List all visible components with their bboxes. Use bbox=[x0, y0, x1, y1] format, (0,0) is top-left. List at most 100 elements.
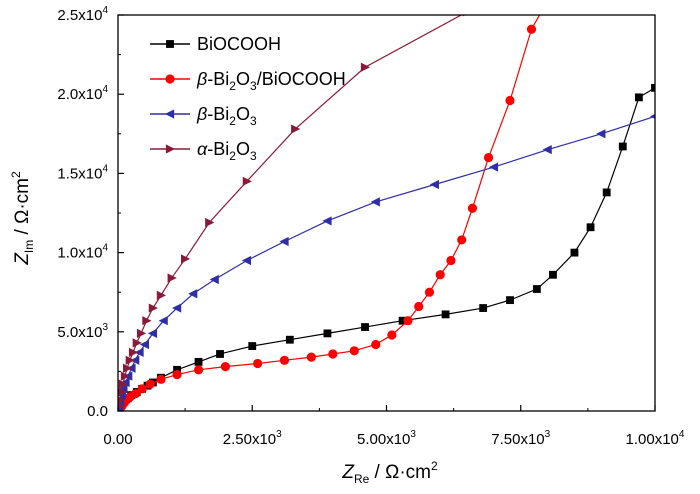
data-point-1-21 bbox=[424, 287, 435, 297]
data-point-3-2 bbox=[118, 387, 127, 397]
data-point-2-15 bbox=[241, 255, 252, 266]
legend-label-1: β-Bi2O3/BiOCOOH bbox=[196, 69, 346, 93]
axis-ticks: 0.00 2.50x103 5.00x103 7.50x103 1.00x104 0.0 5… bbox=[57, 5, 685, 448]
data-point-1-28 bbox=[526, 24, 537, 34]
plot-content bbox=[118, 15, 655, 411]
data-point-3-1 bbox=[118, 396, 126, 404]
legend-entry-3: α-Bi2O3 bbox=[150, 139, 257, 163]
data-point-2-23 bbox=[649, 113, 655, 119]
data-point-1-11 bbox=[220, 362, 230, 372]
data-point-3-17 bbox=[291, 124, 301, 134]
data-point-0-24 bbox=[570, 248, 579, 257]
data-point-1-9 bbox=[172, 369, 182, 380]
data-point-3-4 bbox=[120, 371, 131, 381]
data-point-3-0 bbox=[118, 403, 125, 410]
legend-label-2: β-Bi2O3 bbox=[196, 104, 257, 128]
data-point-1-7 bbox=[145, 379, 155, 389]
series-0 bbox=[118, 83, 655, 411]
legend-marker-1 bbox=[165, 74, 175, 84]
data-point-0-28 bbox=[634, 93, 643, 102]
data-point-3-8 bbox=[132, 338, 142, 348]
data-point-0-21 bbox=[506, 296, 514, 305]
data-point-1-22 bbox=[435, 270, 445, 280]
data-point-0-26 bbox=[602, 188, 611, 197]
x-tick-label-0: 0.00 bbox=[103, 431, 132, 448]
legend-entry-0: BiOCOOH bbox=[150, 34, 281, 54]
data-point-0-22 bbox=[532, 285, 541, 293]
data-point-2-14 bbox=[209, 274, 219, 285]
series-2 bbox=[118, 113, 655, 411]
data-point-0-15 bbox=[285, 335, 294, 344]
data-point-3-11 bbox=[148, 303, 158, 313]
data-point-2-9 bbox=[139, 339, 149, 350]
data-point-0-17 bbox=[361, 323, 369, 331]
y-tick-label-4: 2.0x104 bbox=[57, 84, 108, 103]
data-point-1-26 bbox=[483, 152, 494, 163]
data-point-0-12 bbox=[194, 357, 203, 366]
data-point-2-17 bbox=[322, 216, 332, 226]
data-point-0-29 bbox=[651, 83, 655, 92]
data-point-1-15 bbox=[328, 349, 338, 359]
legend-entry-2: β-Bi2O3 bbox=[150, 104, 257, 128]
data-point-1-14 bbox=[306, 352, 316, 362]
data-point-3-16 bbox=[242, 176, 252, 186]
data-point-2-8 bbox=[134, 347, 144, 357]
data-point-0-13 bbox=[216, 350, 224, 358]
data-point-2-21 bbox=[542, 145, 552, 155]
data-point-0-18 bbox=[398, 316, 407, 325]
data-point-3-10 bbox=[142, 316, 152, 326]
legend-label-0: BiOCOOH bbox=[197, 34, 281, 54]
data-point-1-24 bbox=[457, 235, 467, 245]
data-point-1-13 bbox=[279, 355, 290, 365]
data-point-3-15 bbox=[205, 217, 215, 228]
data-point-0-16 bbox=[323, 329, 332, 338]
data-point-3-5 bbox=[122, 363, 133, 373]
data-point-0-27 bbox=[618, 142, 627, 151]
data-point-2-12 bbox=[172, 303, 182, 313]
x-tick-label-4: 1.00x104 bbox=[626, 429, 685, 448]
legend-marker-3 bbox=[165, 144, 176, 154]
data-point-2-13 bbox=[188, 289, 198, 299]
data-point-0-14 bbox=[248, 342, 257, 350]
data-point-2-20 bbox=[488, 162, 499, 172]
data-point-1-6 bbox=[137, 384, 147, 394]
data-point-1-8 bbox=[156, 374, 166, 384]
data-point-0-23 bbox=[549, 270, 557, 279]
y-tick-label-0: 0.0 bbox=[87, 403, 108, 420]
data-point-3-13 bbox=[167, 273, 177, 283]
data-point-1-23 bbox=[446, 255, 456, 266]
data-point-2-19 bbox=[429, 179, 439, 190]
data-point-3-9 bbox=[136, 328, 147, 338]
y-axis-label: ZIm / Ω·cm2 bbox=[9, 171, 36, 266]
data-point-1-27 bbox=[505, 95, 515, 106]
data-point-1-17 bbox=[371, 339, 381, 350]
data-point-3-14 bbox=[180, 254, 191, 264]
data-point-2-22 bbox=[596, 129, 606, 139]
series-line-3 bbox=[118, 15, 463, 407]
series-3 bbox=[118, 15, 466, 410]
y-tick-label-2: 1.0x104 bbox=[57, 243, 108, 262]
data-point-1-19 bbox=[403, 316, 413, 326]
series-line-1 bbox=[119, 15, 541, 410]
legend-entry-1: β-Bi2O3/BiOCOOH bbox=[150, 69, 346, 93]
data-point-2-10 bbox=[147, 328, 158, 338]
data-point-1-16 bbox=[349, 346, 359, 356]
data-point-1-10 bbox=[193, 365, 204, 375]
data-point-0-25 bbox=[586, 223, 595, 232]
data-point-2-3 bbox=[118, 384, 128, 394]
data-point-1-18 bbox=[387, 330, 397, 340]
data-point-0-11 bbox=[173, 365, 181, 374]
data-point-1-20 bbox=[414, 301, 424, 312]
x-tick-label-2: 5.00x103 bbox=[357, 429, 416, 448]
series-1 bbox=[118, 15, 541, 411]
data-point-3-7 bbox=[128, 347, 139, 357]
data-point-0-19 bbox=[441, 310, 450, 319]
data-point-2-11 bbox=[158, 316, 168, 326]
y-tick-label-5: 2.5x104 bbox=[57, 5, 108, 24]
legend-label-3: α-Bi2O3 bbox=[197, 139, 257, 163]
legend-marker-0 bbox=[166, 40, 174, 48]
x-tick-label-3: 7.50x103 bbox=[491, 429, 550, 448]
x-axis-label: ZRe / Ω·cm2 bbox=[341, 459, 438, 486]
data-point-1-5 bbox=[131, 388, 141, 399]
data-point-1-25 bbox=[467, 203, 478, 213]
